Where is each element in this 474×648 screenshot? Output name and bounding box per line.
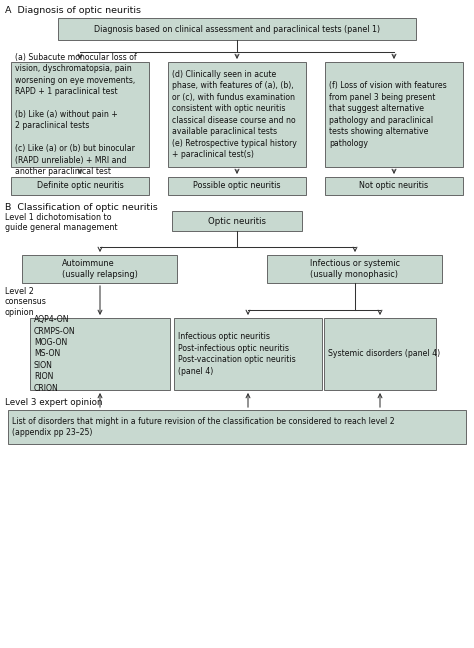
Text: (f) Loss of vision with features
from panel 3 being present
that suggest alterna: (f) Loss of vision with features from pa… [329,82,447,148]
FancyBboxPatch shape [267,255,443,283]
Text: Level 1 dichotomisation to
guide general management: Level 1 dichotomisation to guide general… [5,213,118,233]
FancyBboxPatch shape [172,211,302,231]
FancyBboxPatch shape [11,62,149,167]
Text: AQP4-ON
CRMPS-ON
MOG-ON
MS-ON
SION
RION
CRION: AQP4-ON CRMPS-ON MOG-ON MS-ON SION RION … [34,315,76,393]
FancyBboxPatch shape [22,255,177,283]
Text: List of disorders that might in a future revision of the classification be consi: List of disorders that might in a future… [12,417,395,437]
FancyBboxPatch shape [325,62,463,167]
Text: (a) Subacute monocular loss of
vision, dyschromatopsia, pain
worsening on eye mo: (a) Subacute monocular loss of vision, d… [15,52,137,176]
Text: Infectious or systemic
(usually monophasic): Infectious or systemic (usually monophas… [310,259,400,279]
FancyBboxPatch shape [325,177,463,195]
Text: Possible optic neuritis: Possible optic neuritis [193,181,281,191]
Text: Level 2
consensus
opinion: Level 2 consensus opinion [5,287,47,317]
Text: Level 3 expert opinion: Level 3 expert opinion [5,398,102,407]
Text: Infectious optic neuritis
Post-infectious optic neuritis
Post-vaccination optic : Infectious optic neuritis Post-infectiou… [178,332,296,376]
Text: A  Diagnosis of optic neuritis: A Diagnosis of optic neuritis [5,6,141,15]
Text: Autoimmune
(usually relapsing): Autoimmune (usually relapsing) [62,259,138,279]
FancyBboxPatch shape [8,410,466,444]
Text: (d) Clinically seen in acute
phase, with features of (a), (b),
or (c), with fund: (d) Clinically seen in acute phase, with… [172,70,297,159]
Text: Not optic neuritis: Not optic neuritis [359,181,428,191]
FancyBboxPatch shape [174,318,322,390]
FancyBboxPatch shape [168,62,306,167]
FancyBboxPatch shape [58,18,416,40]
FancyBboxPatch shape [324,318,436,390]
FancyBboxPatch shape [11,177,149,195]
Text: Definite optic neuritis: Definite optic neuritis [36,181,123,191]
Text: Systemic disorders (panel 4): Systemic disorders (panel 4) [328,349,440,358]
Text: B  Classification of optic neuritis: B Classification of optic neuritis [5,203,158,212]
FancyBboxPatch shape [168,177,306,195]
Text: Optic neuritis: Optic neuritis [208,216,266,226]
FancyBboxPatch shape [30,318,170,390]
Text: Diagnosis based on clinical assessment and paraclinical tests (panel 1): Diagnosis based on clinical assessment a… [94,25,380,34]
